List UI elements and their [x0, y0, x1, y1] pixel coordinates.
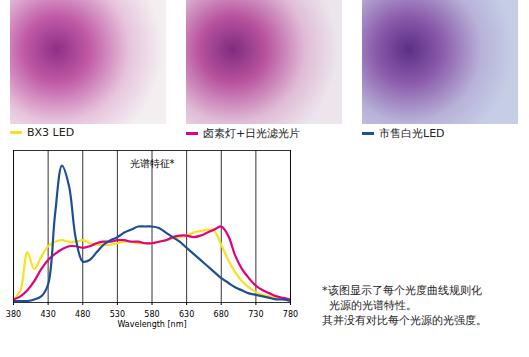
html-text:BX3 LED: BX3 LED	[27, 126, 75, 139]
html-text:光源的光谱特性。: 光源的光谱特性。	[329, 299, 417, 312]
svg-text:380: 380	[6, 310, 21, 319]
html-text:其并没有对比每个光源的光强度。: 其并没有对比每个光源的光强度。	[322, 314, 487, 327]
svg-text:730: 730	[248, 310, 263, 319]
html-text:*该图显示了每个光度曲线规则化: *该图显示了每个光度曲线规则化	[322, 284, 482, 297]
svg-text:780: 780	[283, 310, 298, 319]
svg-text:530: 530	[110, 310, 125, 319]
svg-text:430: 430	[40, 310, 55, 319]
svg-text:光谱特征*: 光谱特征*	[130, 158, 175, 169]
html-text:市售白光LED: 市售白光LED	[379, 127, 445, 140]
svg-text:480: 480	[75, 310, 90, 319]
svg-text:630: 630	[179, 310, 194, 319]
svg-text:580: 580	[144, 310, 159, 319]
svg-text:Wavelength [nm]: Wavelength [nm]	[117, 320, 186, 329]
html-text:卤素灯+日光滤光片: 卤素灯+日光滤光片	[203, 127, 301, 140]
svg-text:680: 680	[214, 310, 229, 319]
